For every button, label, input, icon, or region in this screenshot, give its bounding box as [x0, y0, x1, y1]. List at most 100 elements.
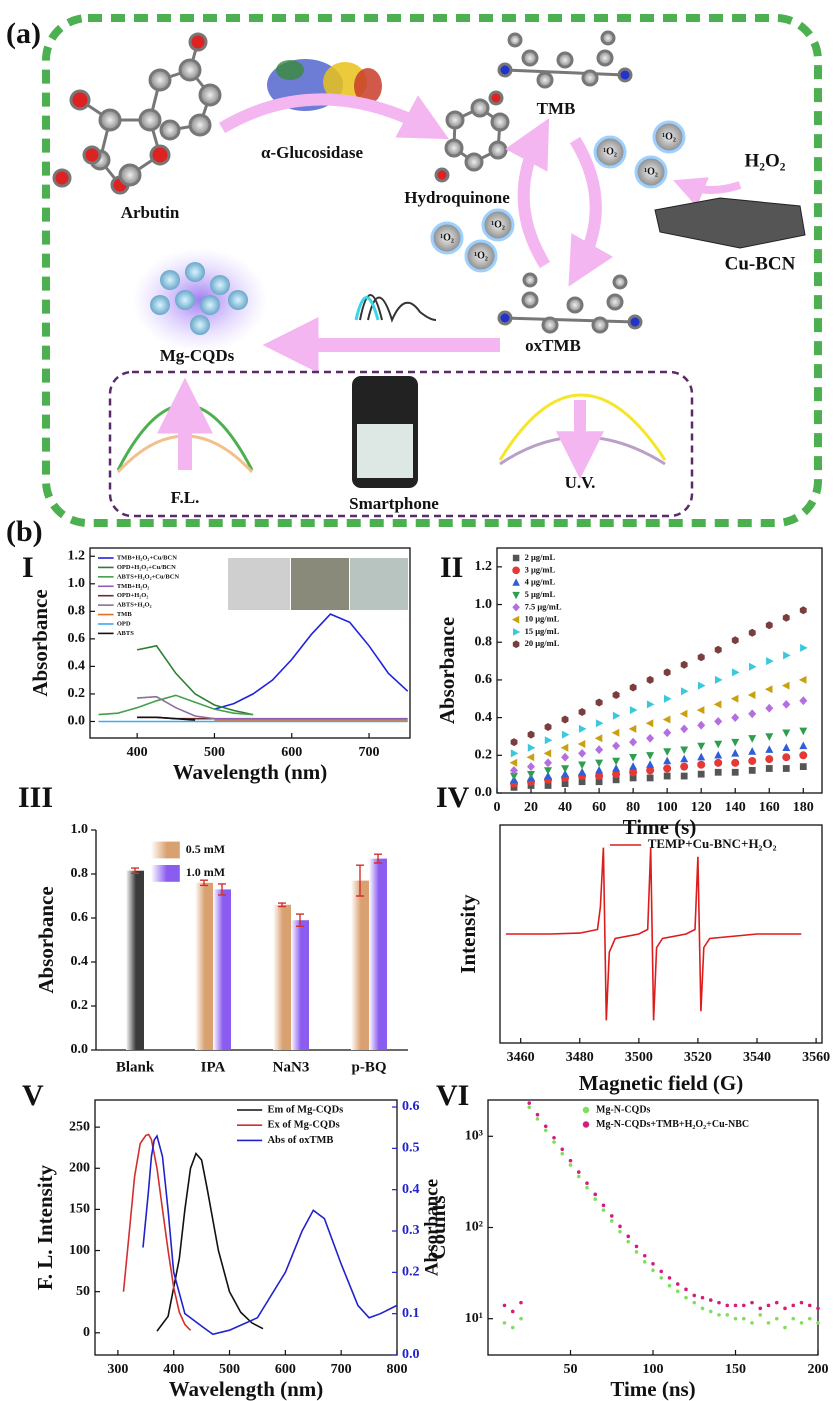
data-point — [646, 766, 655, 775]
y-tick-label: 0.4 — [475, 710, 493, 725]
data-point — [601, 1203, 606, 1208]
data-point — [651, 1268, 655, 1273]
panel-label: VI — [436, 1079, 469, 1112]
data-point — [717, 1300, 721, 1305]
legend-label: OPD+H₂O₂ — [117, 592, 148, 599]
data-point — [535, 1117, 540, 1121]
data-point — [725, 1313, 730, 1317]
data-point — [502, 1321, 507, 1325]
x-tick-label: 0 — [494, 800, 501, 815]
y-tick-label: 0.8 — [71, 866, 89, 881]
error-bar — [278, 902, 286, 908]
data-point — [748, 756, 757, 765]
data-point — [799, 727, 808, 736]
y-tick-label: 0.0 — [71, 1042, 89, 1057]
data-point — [680, 754, 689, 763]
data-point — [510, 772, 518, 781]
data-point — [510, 766, 518, 775]
data-point — [651, 1261, 655, 1266]
label: Cu-BCN — [725, 253, 796, 274]
data-point — [798, 675, 807, 684]
data-point — [697, 752, 706, 761]
y-axis-title: Intensity — [456, 894, 480, 974]
data-point — [782, 743, 791, 751]
data-point — [714, 717, 723, 726]
data-point — [629, 774, 637, 782]
x-tick-label: 700 — [331, 1362, 352, 1377]
x-tick-label: p-BQ — [351, 1059, 386, 1075]
y-tick-label: 10² — [465, 1220, 483, 1235]
data-point — [774, 1316, 779, 1321]
arrow — [673, 177, 742, 207]
data-point — [816, 1321, 820, 1325]
legend-label: 20 μg/mL — [525, 638, 560, 648]
data-point — [595, 745, 604, 755]
axes-frame — [89, 547, 411, 739]
y-axis-title: Absorbance — [34, 886, 58, 993]
x-tick-label: 100 — [643, 1362, 664, 1377]
y-axis-title: Counts — [426, 1195, 450, 1259]
data-point — [527, 743, 536, 752]
x-tick-label: NaN3 — [273, 1059, 310, 1075]
data-point — [816, 1306, 820, 1311]
data-point — [626, 1239, 631, 1244]
data-point — [748, 766, 756, 774]
axes-frame — [94, 1099, 398, 1356]
x-tick-label: 140 — [725, 800, 746, 815]
x-tick-label: 40 — [558, 800, 572, 815]
data-point — [791, 1303, 796, 1308]
y-tick-label: 0.2 — [68, 686, 86, 701]
label: Arbutin — [121, 203, 180, 222]
bar — [126, 870, 144, 1050]
data-point — [512, 578, 520, 586]
y-tick-label: 0.0 — [68, 714, 86, 729]
data-point — [511, 615, 520, 624]
data-point — [561, 715, 569, 724]
panel-label: (a) — [6, 17, 41, 50]
data-line — [136, 644, 254, 716]
y-tick-label: 10¹ — [465, 1311, 483, 1326]
y-tick-label: 10³ — [465, 1129, 483, 1144]
data-point — [765, 765, 773, 772]
y-tick-label: 0.4 — [71, 954, 89, 969]
data-point — [512, 603, 520, 612]
data-point — [543, 1124, 548, 1129]
data-point — [714, 645, 722, 654]
data-point — [799, 741, 808, 750]
data-point — [782, 613, 790, 622]
data-point — [663, 764, 672, 773]
data-point — [561, 752, 570, 762]
x-axis-title: Time (ns) — [610, 1377, 695, 1401]
panel-label: IV — [436, 781, 470, 814]
data-point — [561, 780, 569, 787]
mg-cqds-spheres — [132, 248, 268, 352]
legend-label: TMB+H₂O₂ — [117, 583, 150, 590]
data-point — [628, 724, 637, 733]
label: ¹O₂ — [440, 232, 454, 243]
y-tick-label: 1.0 — [68, 576, 86, 591]
data-point — [510, 738, 518, 747]
data-point — [552, 1135, 556, 1140]
data-point — [731, 636, 739, 645]
photo-inset — [228, 558, 290, 610]
x-tick-label: 3480 — [566, 1050, 594, 1065]
legend-label: ABTS+H₂O₂ — [117, 602, 152, 609]
data-point — [765, 745, 774, 753]
data-point — [629, 737, 638, 747]
data-point — [697, 720, 706, 730]
error-bar — [218, 883, 226, 896]
label: Smartphone — [349, 494, 439, 513]
data-point — [783, 1325, 787, 1330]
data-point — [696, 706, 705, 715]
data-point — [634, 1250, 639, 1254]
x-tick-label: 400 — [163, 1362, 184, 1377]
data-point — [680, 772, 688, 780]
panel-label: (b) — [6, 515, 43, 548]
x-tick-label: 600 — [275, 1362, 296, 1377]
x-tick-label: 120 — [691, 800, 712, 815]
data-line — [505, 847, 802, 1021]
data-point — [595, 766, 604, 774]
data-point — [800, 643, 808, 652]
data-point — [717, 1313, 721, 1317]
y-tick-label: 0.8 — [68, 604, 86, 619]
